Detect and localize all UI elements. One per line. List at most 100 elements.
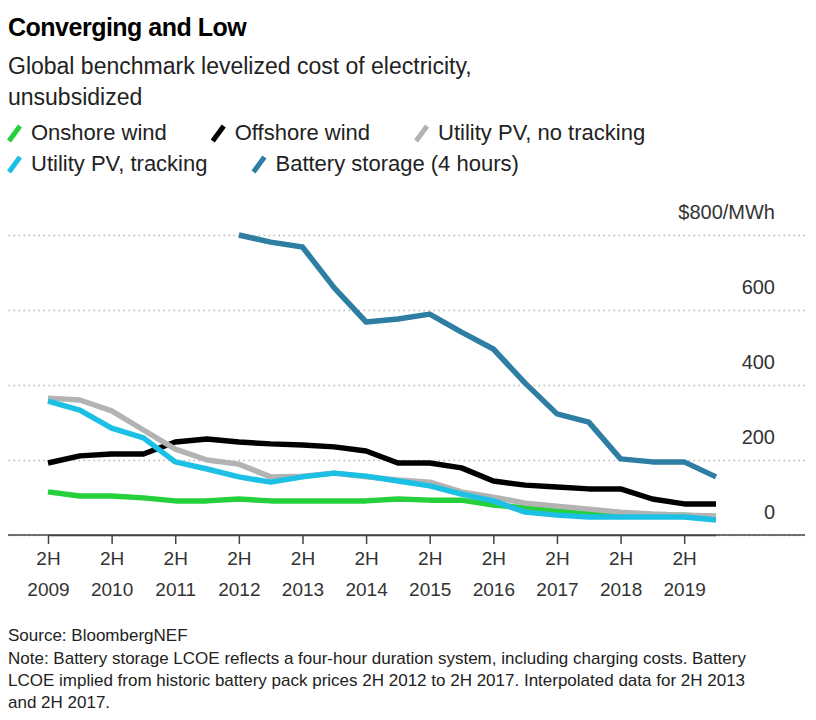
x-tick: 2H 2016 (473, 535, 515, 600)
x-tick-mark (366, 535, 368, 544)
y-tick: $800/MWh (8, 201, 805, 236)
x-tick-label-line: 2H (545, 548, 569, 569)
series-line (239, 235, 716, 477)
x-tick: 2H 2012 (218, 535, 260, 600)
baseline (8, 534, 805, 536)
text-line: unsubsidized (8, 84, 142, 110)
y-axis: 0 200 400 600 $800/MWh (8, 201, 806, 536)
x-tick-mark (111, 535, 113, 544)
x-tick-label-line: 2H (227, 548, 251, 569)
x-tick-label: 2H 2012 (218, 548, 260, 600)
x-tick-label: 2H 2009 (27, 548, 69, 600)
x-tick: 2H 2011 (155, 535, 196, 600)
x-tick: 2H 2018 (600, 535, 642, 600)
text-line: and 2H 2017. (8, 693, 110, 712)
series-line (48, 401, 716, 520)
y-tick-label: 200 (742, 426, 775, 448)
source: Source: BloombergNEF (8, 626, 188, 645)
x-tick-label-line: 2H (609, 548, 633, 569)
legend-swatch (416, 126, 427, 141)
x-tick-label: 2H 2015 (409, 548, 451, 600)
y-tick: 600 (8, 276, 805, 311)
x-tick-label-line: 2H (482, 548, 506, 569)
grid-line (8, 310, 805, 312)
legend-item: Offshore wind (213, 120, 370, 145)
x-tick-label-line: 2014 (345, 579, 388, 600)
x-tick-label-line: 2015 (409, 579, 451, 600)
x-tick-label: 2H 2011 (155, 548, 196, 600)
legend-label: Utility PV, tracking (31, 151, 207, 176)
x-tick-mark (429, 535, 431, 544)
x-tick-mark (302, 535, 304, 544)
y-tick-label: 600 (742, 276, 775, 298)
y-axis-line (805, 236, 806, 536)
legend-label: Offshore wind (235, 120, 370, 145)
x-tick: 2H 2017 (536, 535, 578, 600)
x-tick-label-line: 2H (36, 548, 60, 569)
legend-item: Utility PV, no tracking (416, 120, 645, 145)
x-axis: 2H20092H20102H20112H20122H20132H20142H20… (27, 535, 716, 600)
x-tick-label-line: 2H (164, 548, 188, 569)
y-tick-label: 0 (764, 501, 775, 523)
y-tick-label: 400 (742, 351, 775, 373)
legend-swatch (9, 157, 20, 172)
note: Note: Battery storage LCOE reflects a fo… (8, 649, 746, 712)
grid-line (8, 235, 805, 237)
x-tick-label-line: 2H (673, 548, 697, 569)
x-tick-mark (493, 535, 495, 544)
chart-container: Converging and Low Global benchmark level… (0, 0, 816, 720)
x-tick-mark (620, 535, 622, 544)
legend-swatch (253, 157, 264, 172)
x-tick-label-line: 2H (100, 548, 124, 569)
y-tick: 400 (8, 351, 805, 386)
grid-line (8, 385, 805, 387)
x-tick-label-line: 2H (354, 548, 378, 569)
x-tick-label: 2H 2016 (473, 548, 515, 600)
x-axis-line (49, 535, 717, 537)
legend-swatch (9, 126, 20, 141)
x-tick: 2H 2019 (664, 535, 706, 600)
x-tick-label-line: 2018 (600, 579, 642, 600)
x-tick-label-line: 2010 (91, 579, 133, 600)
x-tick-label-line: 2019 (664, 579, 706, 600)
legend-label: Onshore wind (31, 120, 167, 145)
x-tick-label: 2H2013 (282, 548, 324, 600)
x-tick-label-line: 2011 (155, 579, 196, 600)
chart-subtitle: Global benchmark levelized cost of elect… (8, 53, 472, 110)
chart-title: Converging and Low (8, 13, 247, 41)
x-tick-label-line: 2017 (536, 579, 578, 600)
text-line: Global benchmark levelized cost of elect… (8, 53, 472, 79)
x-tick: 2H 2010 (91, 535, 133, 600)
text-line: Note: Battery storage LCOE reflects a fo… (8, 649, 746, 668)
x-tick-label-line: 2H (418, 548, 442, 569)
chart-svg: Converging and Low Global benchmark level… (0, 0, 816, 720)
x-tick-mark (557, 535, 559, 544)
x-tick-mark (684, 535, 686, 544)
x-tick: 2H 2009 (27, 535, 69, 600)
series-line (48, 439, 716, 504)
x-tick-mark (48, 535, 50, 544)
x-tick-label: 2H 2018 (600, 548, 642, 600)
legend-label: Battery storage (4 hours) (275, 151, 518, 176)
legend-item: Onshore wind (9, 120, 167, 145)
text-line: LCOE implied from historic battery pack … (8, 671, 745, 690)
y-tick-label: $800/MWh (678, 201, 775, 223)
x-tick-mark (175, 535, 177, 544)
legend-label: Utility PV, no tracking (438, 120, 645, 145)
x-tick-label: 2H 2019 (664, 548, 706, 600)
x-tick: 2H 2014 (345, 535, 388, 600)
x-tick-label-line: 2012 (218, 579, 260, 600)
x-tick: 2H2013 (282, 535, 324, 600)
x-tick-label: 2H 2017 (536, 548, 578, 600)
x-tick-mark (239, 535, 241, 544)
grid-line (8, 535, 805, 537)
legend-item: Utility PV, tracking (9, 151, 207, 176)
x-tick-label: 2H 2014 (345, 548, 388, 600)
legend-swatch (213, 126, 224, 141)
x-tick-label-line: 2009 (27, 579, 69, 600)
x-tick-label-line: 2016 (473, 579, 515, 600)
legend: Onshore wind Offshore wind Utility PV, no … (9, 120, 645, 176)
lines (48, 235, 716, 520)
x-tick-label: 2H 2010 (91, 548, 133, 600)
x-tick-label-line: 2013 (282, 579, 324, 600)
